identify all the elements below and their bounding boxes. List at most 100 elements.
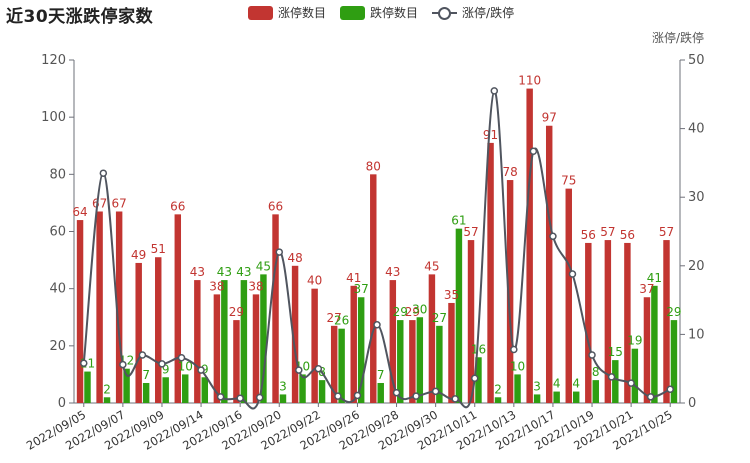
ratio-point: [666, 385, 674, 394]
bar-down: [338, 328, 345, 403]
bar-down: [455, 228, 463, 403]
ratio-point: [627, 379, 635, 387]
data-label-up: 56: [620, 228, 635, 242]
bar-up: [545, 125, 553, 403]
bar-down: [201, 377, 209, 403]
data-label-up: 41: [346, 271, 361, 285]
data-label-down: 8: [592, 365, 600, 379]
data-label-down: 2: [103, 382, 111, 396]
legend: 涨停数目 跌停数目 涨停/跌停: [248, 4, 528, 21]
bar-down: [162, 377, 169, 403]
bar-down: [651, 285, 658, 403]
bar-down: [182, 374, 189, 403]
bar-up: [272, 214, 279, 403]
ratio-point: [490, 87, 499, 95]
ratio-point: [373, 321, 381, 329]
bar-up: [233, 320, 240, 403]
data-label-up: 29: [229, 305, 244, 319]
data-label-down: 26: [334, 314, 349, 328]
legend-line-ratio-icon: [432, 6, 458, 20]
bar-down: [416, 317, 424, 403]
bar-down: [240, 280, 248, 403]
y2-tick-label: 10: [688, 327, 705, 342]
bar-up: [213, 294, 221, 403]
data-label-up: 40: [307, 274, 322, 288]
bar-up: [76, 220, 84, 403]
bar-up: [330, 325, 338, 403]
bar-up: [174, 214, 182, 403]
data-label-down: 41: [647, 271, 662, 285]
data-label-up: 67: [112, 196, 127, 210]
data-label-down: 29: [393, 305, 408, 319]
legend-label-ratio: 涨停/跌停: [462, 6, 515, 20]
y2-tick-label: 20: [688, 259, 705, 274]
data-label-up: 110: [518, 74, 541, 88]
bar-up: [487, 142, 494, 403]
legend-item-ratio[interactable]: 涨停/跌停: [432, 4, 514, 21]
bar-down: [377, 382, 384, 403]
data-label-down: 4: [553, 377, 561, 391]
bar-down: [436, 325, 443, 403]
bar-down: [142, 382, 150, 403]
data-label-up: 66: [268, 199, 283, 213]
data-label-down: 10: [510, 359, 525, 373]
bar-up: [115, 211, 123, 403]
ratio-point: [470, 374, 479, 383]
data-label-down: 45: [256, 259, 271, 273]
bar-down: [494, 397, 502, 403]
data-label-down: 2: [494, 382, 502, 396]
y2-tick-label: 30: [688, 190, 705, 205]
bar-down: [533, 394, 541, 403]
legend-swatch-down: [340, 5, 366, 20]
bar-down: [279, 394, 287, 403]
data-label-up: 57: [600, 225, 615, 239]
data-label-up: 80: [366, 159, 381, 173]
bar-down: [123, 368, 130, 403]
bar-up: [389, 280, 397, 403]
data-label-down: 10: [178, 359, 193, 373]
data-label-up: 66: [170, 199, 185, 213]
data-label-up: 35: [444, 288, 459, 302]
bar-up: [135, 262, 142, 403]
ratio-point: [529, 147, 538, 155]
data-label-down: 19: [627, 334, 642, 348]
data-label-up: 91: [483, 128, 498, 142]
ratio-point: [588, 351, 596, 359]
legend-item-up[interactable]: 涨停数目: [248, 4, 326, 21]
ratio-line: [82, 89, 671, 410]
y2-axis-label: 涨停/跌停: [651, 31, 704, 45]
ratio-point: [275, 248, 284, 256]
data-label-down: 9: [201, 362, 209, 376]
ratio-point: [197, 366, 205, 374]
ratio-point: [549, 232, 557, 241]
ratio-point: [568, 270, 577, 278]
bar-down: [103, 397, 111, 403]
bar-down: [260, 274, 267, 403]
bar-down: [612, 360, 619, 403]
bar-up: [311, 288, 318, 403]
data-label-up: 37: [639, 282, 654, 296]
legend-swatch-up: [248, 5, 273, 20]
data-label-down: 16: [471, 342, 486, 356]
data-label-up: 38: [248, 279, 263, 293]
bar-down: [318, 380, 326, 403]
bar-down: [84, 371, 91, 403]
y2-tick-label: 50: [688, 53, 705, 68]
data-label-up: 97: [542, 111, 557, 125]
data-label-down: 7: [377, 368, 385, 382]
bar-down: [514, 374, 521, 403]
ratio-point: [412, 392, 420, 400]
y-tick-label: 40: [49, 282, 66, 297]
ratio-point: [334, 392, 342, 400]
data-label-down: 15: [608, 345, 623, 359]
ratio-point: [295, 366, 303, 374]
y2-tick-label: 0: [688, 396, 696, 411]
ratio-point: [646, 393, 655, 401]
ratio-point: [255, 393, 264, 402]
y-tick-label: 60: [49, 225, 66, 240]
bar-up: [409, 320, 416, 403]
ratio-point: [216, 393, 225, 401]
legend-item-down[interactable]: 跌停数目: [340, 4, 418, 21]
bar-up: [291, 265, 299, 403]
